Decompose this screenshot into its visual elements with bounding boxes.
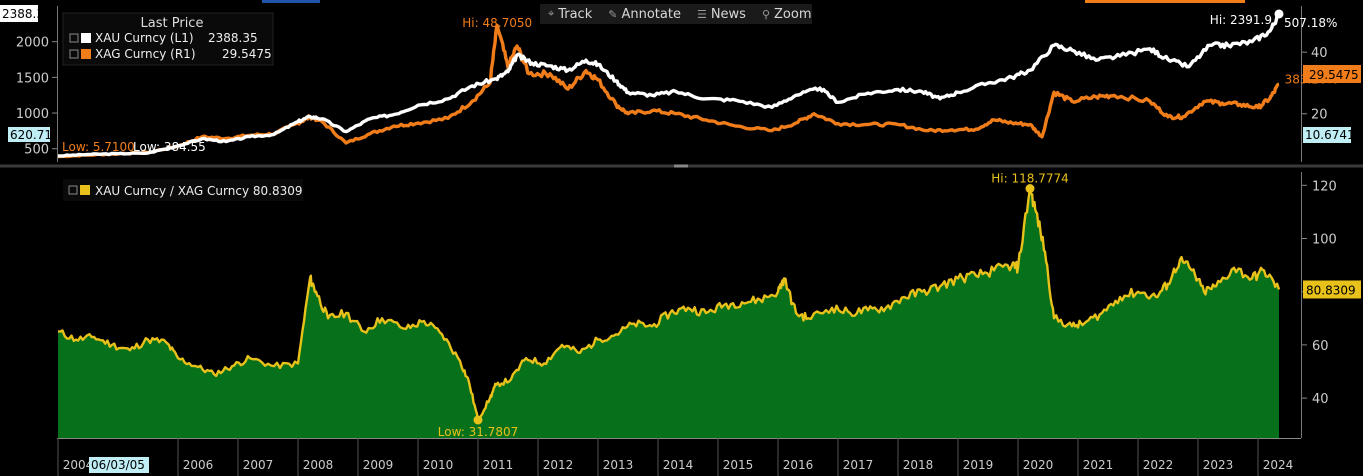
silver-high-label: Hi: 48.7050 [462,16,532,30]
zoom-button[interactable]: ⚲ Zoom [754,7,820,22]
right-tick-label: 40 [1311,46,1328,61]
legend-silver-name: XAG Curncy (R1) [95,47,196,61]
gold-high-marker [1274,9,1284,19]
annotate-button[interactable]: ✎ Annotate [600,7,689,22]
ratio-high-label: Hi: 118.7774 [991,172,1068,186]
pencil-icon: ✎ [608,7,618,21]
left-tick-label: 1500 [16,71,49,86]
left-low-tag: 620.71 [10,128,52,142]
silver-low-label: Low: 5.7100 [62,140,135,154]
x-tick-label: 2020 [1023,458,1054,472]
right-low-tag-bg [1303,127,1351,143]
news-button[interactable]: ☰ News [689,7,754,22]
legend-gold-name: XAU Curncy (L1) [95,31,194,45]
x-cursor-tag: 06/03/05 [91,458,145,472]
top-accent-blue [262,0,320,3]
x-tick-label: 2017 [843,458,874,472]
gold-high-label: Hi: 2391.9 [1210,13,1272,27]
ratio-tick-label: 100 [1312,233,1337,248]
gold-series-line [58,13,1281,158]
left-tick-label: 2000 [16,36,49,51]
x-tick-label: 2009 [363,458,394,472]
right-last-tag-bg [1303,65,1361,83]
crosshair-icon: ⌖ [548,7,555,20]
ratio-last-tag: 80.8309 [1306,283,1356,297]
top-legend-box [62,12,274,66]
left-low-tag-bg [8,127,50,142]
x-tick-label: 2006 [183,458,214,472]
x-tick-label: 2014 [663,458,694,472]
right-last-tag: 29.5475 [1309,68,1359,82]
gold-low-label: Low: 384.55 [133,140,206,154]
left-tick-label: 500 [24,143,49,158]
news-label: News [710,6,746,22]
left-last-tag-bg [0,5,38,22]
ratio-line [57,187,1281,422]
x-cursor-tag-bg [89,457,149,473]
annotate-label: Annotate [621,6,681,22]
ratio-high-marker [1025,184,1035,194]
legend-gold-value: 2388.35 [208,31,258,45]
legend-header: Last Price [141,16,204,31]
x-tick-label: 2018 [903,458,934,472]
ratio-legend-box [63,179,303,201]
x-tick-label: 2024 [1263,458,1294,472]
top-accent-orange [1085,0,1245,3]
left-tick-label: 1000 [16,107,49,122]
right-tick-label: 20 [1311,108,1328,123]
track-button[interactable]: ⌖ Track [540,7,600,22]
ratio-low-label: Low: 31.7807 [438,425,518,439]
x-tick-label: 2016 [783,458,814,472]
x-tick-label: 2011 [483,458,514,472]
news-icon: ☰ [696,7,707,21]
legend-toggle-ratio [68,185,78,195]
magnifier-icon: ⚲ [761,7,771,21]
x-axis: 2004 2006 2007 2008 2009 2010 2011 2012 2013 2014… [57,438,1294,476]
legend-swatch-gold [81,33,91,43]
ratio-tick-label: 60 [1312,339,1329,354]
panel-frames [0,6,1363,439]
x-tick-label: 2013 [603,458,634,472]
x-tick-label: 2012 [543,458,574,472]
x-tick-label: 2023 [1203,458,1234,472]
zoom-label: Zoom [774,6,812,22]
top-panel: 500 1000 1500 2000 20 40 Hi: 2391.9 507.18% Hi: … [0,5,1361,159]
legend-silver-value: 29.5475 [222,47,272,61]
ratio-area-fill [58,188,1279,438]
track-label: Track [558,6,593,22]
legend-toggle-gold [69,33,79,43]
x-tick-label: 2004 [63,458,94,472]
x-tick-label: 2022 [1143,458,1174,472]
right-low-tag: 10.6741 [1305,128,1355,142]
ratio-last-tag-bg [1303,280,1361,299]
ratio-low-marker [473,415,483,425]
ratio-tick-label: 40 [1312,392,1329,407]
legend-toggle-silver [69,49,79,59]
x-tick-label: 2007 [243,458,274,472]
left-last-tag: 2388.35 [2,7,52,21]
legend-swatch-ratio [80,185,90,195]
x-tick-label: 2008 [303,458,334,472]
ratio-tick-label: 120 [1312,179,1337,194]
chart-toolbar: ⌖ Track ✎ Annotate ☰ News ⚲ Zoom [540,4,812,24]
ratio-legend-text: XAU Curncy / XAG Curncy 80.8309 [95,184,303,198]
divider-handle [674,164,688,168]
x-tick-label: 2010 [423,458,454,472]
x-tick-label: 2015 [723,458,754,472]
x-tick-label: 2019 [963,458,994,472]
gold-pct-label: 507.18% [1284,16,1337,30]
legend-swatch-silver [81,49,91,59]
x-tick-label: 2021 [1083,458,1114,472]
